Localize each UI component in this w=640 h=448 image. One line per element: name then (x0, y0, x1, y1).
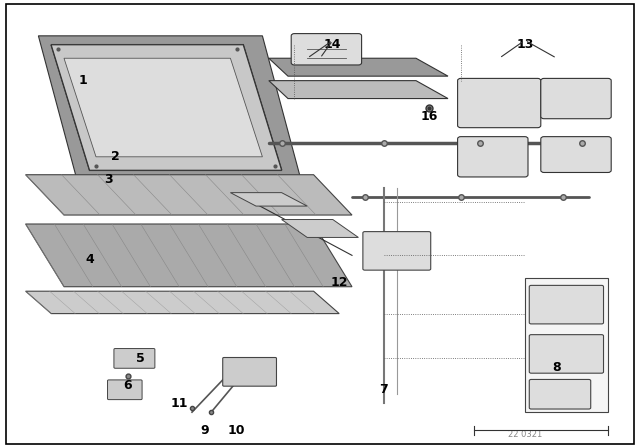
Polygon shape (269, 81, 448, 99)
FancyBboxPatch shape (363, 232, 431, 270)
Polygon shape (38, 36, 301, 179)
Text: 12: 12 (330, 276, 348, 289)
FancyBboxPatch shape (541, 78, 611, 119)
FancyBboxPatch shape (541, 137, 611, 172)
Polygon shape (64, 58, 262, 157)
FancyBboxPatch shape (529, 285, 604, 324)
FancyBboxPatch shape (529, 335, 604, 373)
FancyBboxPatch shape (291, 34, 362, 65)
Text: 6: 6 (124, 379, 132, 392)
Text: 10: 10 (228, 423, 246, 437)
Text: 7: 7 (380, 383, 388, 396)
FancyBboxPatch shape (529, 379, 591, 409)
Text: 5: 5 (136, 352, 145, 365)
Text: 9: 9 (200, 423, 209, 437)
FancyBboxPatch shape (114, 349, 155, 368)
Polygon shape (269, 58, 448, 76)
Text: 22 0321: 22 0321 (508, 430, 542, 439)
Text: 2: 2 (111, 150, 120, 164)
Text: 4: 4 (85, 253, 94, 267)
Text: 8: 8 (552, 361, 561, 374)
Polygon shape (51, 45, 282, 170)
Polygon shape (230, 193, 307, 206)
Polygon shape (282, 220, 358, 237)
Polygon shape (51, 45, 282, 170)
FancyBboxPatch shape (458, 78, 541, 128)
Polygon shape (26, 175, 352, 215)
Bar (525, 278, 608, 412)
FancyBboxPatch shape (458, 137, 528, 177)
FancyBboxPatch shape (223, 358, 276, 386)
FancyBboxPatch shape (108, 380, 142, 400)
Polygon shape (26, 291, 339, 314)
Text: 14: 14 (324, 38, 342, 52)
Text: 11: 11 (170, 396, 188, 410)
Text: 13: 13 (516, 38, 534, 52)
Text: 1: 1 (79, 74, 88, 87)
Polygon shape (26, 224, 352, 287)
Text: 3: 3 (104, 172, 113, 186)
Text: 16: 16 (420, 110, 438, 123)
